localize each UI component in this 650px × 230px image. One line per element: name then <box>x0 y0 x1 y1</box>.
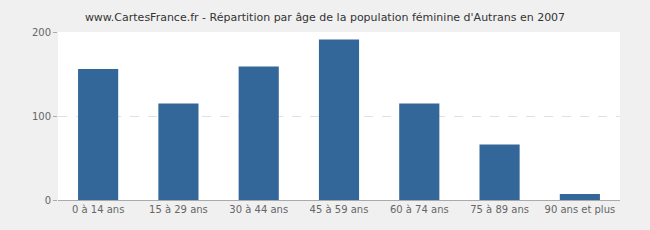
svg-text:0 à 14 ans: 0 à 14 ans <box>72 204 124 215</box>
svg-text:0: 0 <box>45 195 51 206</box>
svg-text:200: 200 <box>32 27 51 38</box>
svg-text:www.CartesFrance.fr - Répartit: www.CartesFrance.fr - Répartition par âg… <box>85 11 565 24</box>
svg-text:30 à 44 ans: 30 à 44 ans <box>229 204 288 215</box>
svg-text:60 à 74 ans: 60 à 74 ans <box>390 204 449 215</box>
svg-text:45 à 59 ans: 45 à 59 ans <box>310 204 369 215</box>
svg-text:100: 100 <box>32 111 51 122</box>
svg-text:90 ans et plus: 90 ans et plus <box>545 204 616 215</box>
svg-text:75 à 89 ans: 75 à 89 ans <box>470 204 529 215</box>
svg-text:15 à 29 ans: 15 à 29 ans <box>149 204 208 215</box>
